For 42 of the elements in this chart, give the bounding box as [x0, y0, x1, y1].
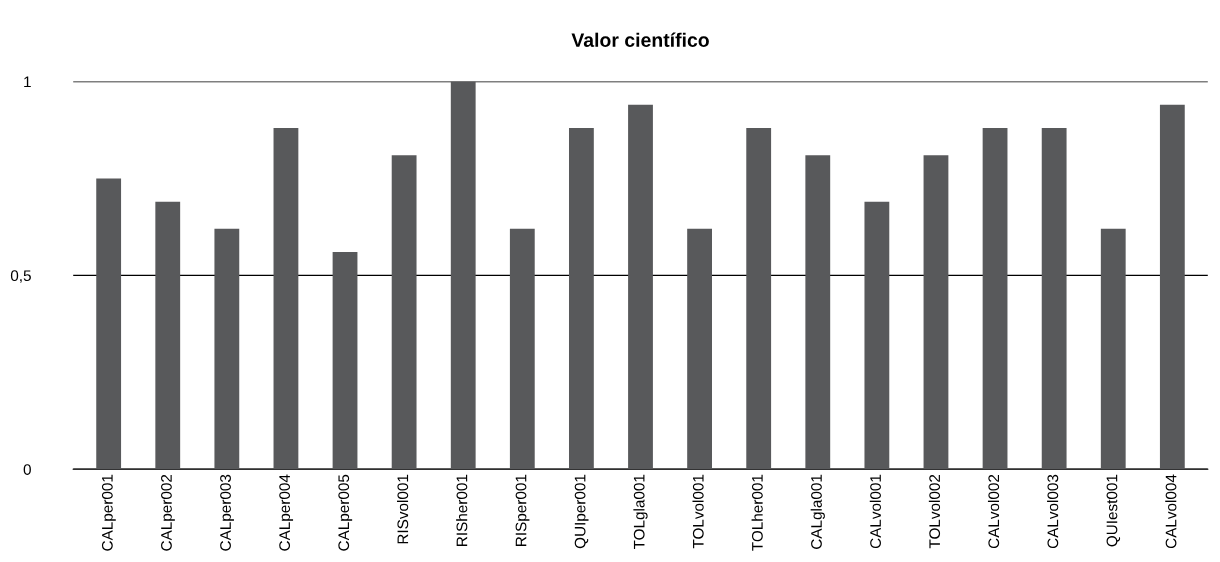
x-tick-label: CALgla001 — [810, 474, 825, 549]
y-tick-label: 1 — [24, 76, 31, 88]
x-tick-label: TOLgla001 — [633, 474, 648, 550]
x-tick-label: CALvol002 — [987, 474, 1000, 549]
bar — [509, 228, 535, 470]
bar — [450, 81, 476, 470]
bar — [569, 128, 594, 470]
x-tick-label: QUIest001 — [1106, 474, 1121, 547]
bar — [982, 128, 1008, 470]
bar — [628, 104, 653, 470]
x-tick-label: CALvol003 — [1047, 474, 1059, 549]
x-tick-label: CALper004 — [279, 474, 294, 551]
bar — [391, 155, 417, 470]
bar — [687, 228, 712, 470]
bar — [214, 228, 240, 470]
x-tick-label: RISper001 — [515, 474, 530, 546]
x-tick-label: CALvol004 — [1165, 474, 1177, 549]
bar — [923, 155, 949, 470]
x-tick-label: TOLvol002 — [928, 474, 941, 549]
x-tick-label: TOLher001 — [751, 474, 763, 551]
bar — [805, 155, 831, 470]
x-tick-label: CALvol001 — [869, 474, 881, 549]
x-tick-label: CALper001 — [101, 474, 116, 551]
bar — [273, 128, 299, 470]
bar — [1159, 104, 1185, 470]
x-tick-label: RISvol001 — [397, 474, 409, 544]
y-tick-label: 0,5 — [10, 270, 31, 283]
bar — [1100, 228, 1126, 470]
x-tick-label: CALper003 — [220, 474, 234, 551]
y-tick-label: 0 — [23, 464, 31, 475]
bar — [332, 252, 358, 470]
x-tick-label: CALper005 — [338, 474, 353, 551]
bar — [746, 128, 772, 470]
x-tick-label: RISher001 — [456, 474, 468, 546]
x-tick-label: CALper002 — [161, 474, 175, 551]
x-tick-label: QUIper001 — [574, 474, 589, 549]
bar — [864, 201, 890, 470]
bar — [1041, 128, 1067, 470]
bar — [96, 178, 122, 470]
bar — [155, 201, 181, 470]
x-tick-label: TOLvol001 — [692, 474, 704, 549]
chart-title: Valor científico — [571, 32, 709, 47]
